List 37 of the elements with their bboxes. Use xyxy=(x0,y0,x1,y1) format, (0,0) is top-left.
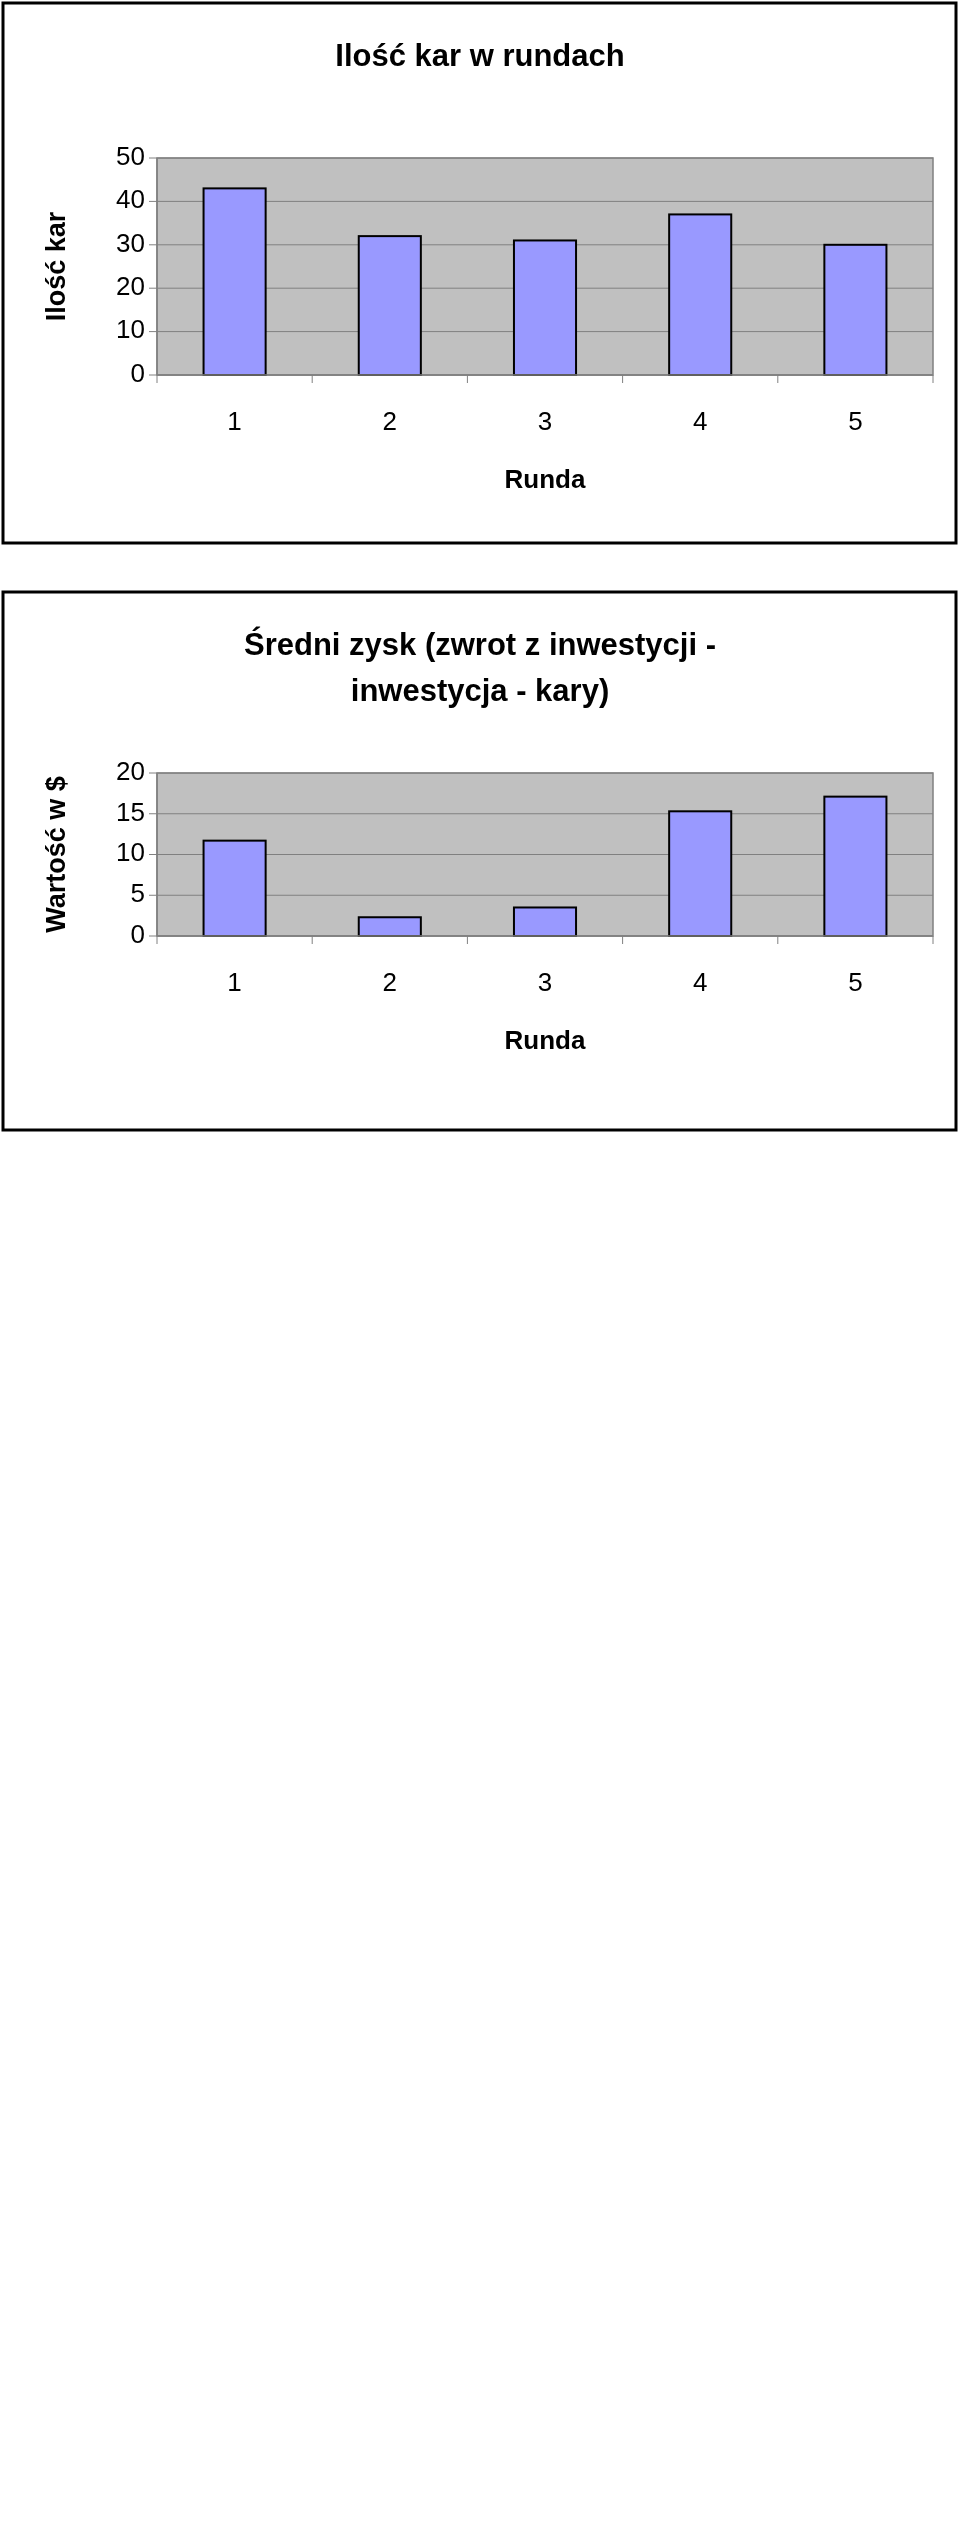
chart-title: Średni zysk (zwrot z inwestycji - inwestycja - kary) xyxy=(243,626,717,709)
x-tick-label: 3 xyxy=(537,405,553,436)
y-tick-label: 10 xyxy=(116,837,145,868)
chart-title: Ilość kar w rundach xyxy=(335,38,625,74)
bar xyxy=(668,213,733,376)
y-tick-label: 20 xyxy=(116,271,145,302)
y-tick-label: 0 xyxy=(130,918,145,949)
x-tick-label: 1 xyxy=(227,405,242,436)
bar xyxy=(823,795,888,937)
y-axis-title: Ilość kar xyxy=(41,211,72,322)
y-tick-label: 50 xyxy=(116,140,145,171)
x-tick-label: 3 xyxy=(537,966,553,997)
bar xyxy=(668,810,733,937)
bar xyxy=(512,906,578,937)
x-tick-label: 4 xyxy=(692,405,708,436)
y-tick-label: 40 xyxy=(116,184,145,215)
bar xyxy=(202,839,267,937)
x-tick-label: 5 xyxy=(848,405,863,436)
bar xyxy=(357,916,422,937)
y-tick-label: 30 xyxy=(116,227,145,258)
x-tick-label: 1 xyxy=(227,966,242,997)
y-tick-label: 15 xyxy=(116,796,145,827)
bar xyxy=(512,239,578,376)
y-axis-title: Wartość w $ xyxy=(41,776,72,933)
x-tick-label: 4 xyxy=(692,966,708,997)
x-axis-title: Runda xyxy=(504,1024,586,1055)
bar xyxy=(357,235,422,376)
x-axis-title: Runda xyxy=(504,463,586,494)
bar xyxy=(202,187,267,376)
x-tick-label: 2 xyxy=(382,966,398,997)
y-tick-label: 20 xyxy=(116,755,145,786)
x-tick-label: 2 xyxy=(382,405,398,436)
x-tick-label: 5 xyxy=(848,966,863,997)
bar xyxy=(823,243,888,376)
y-tick-label: 0 xyxy=(130,357,145,388)
y-tick-label: 10 xyxy=(116,314,145,345)
y-tick-label: 5 xyxy=(130,878,145,909)
